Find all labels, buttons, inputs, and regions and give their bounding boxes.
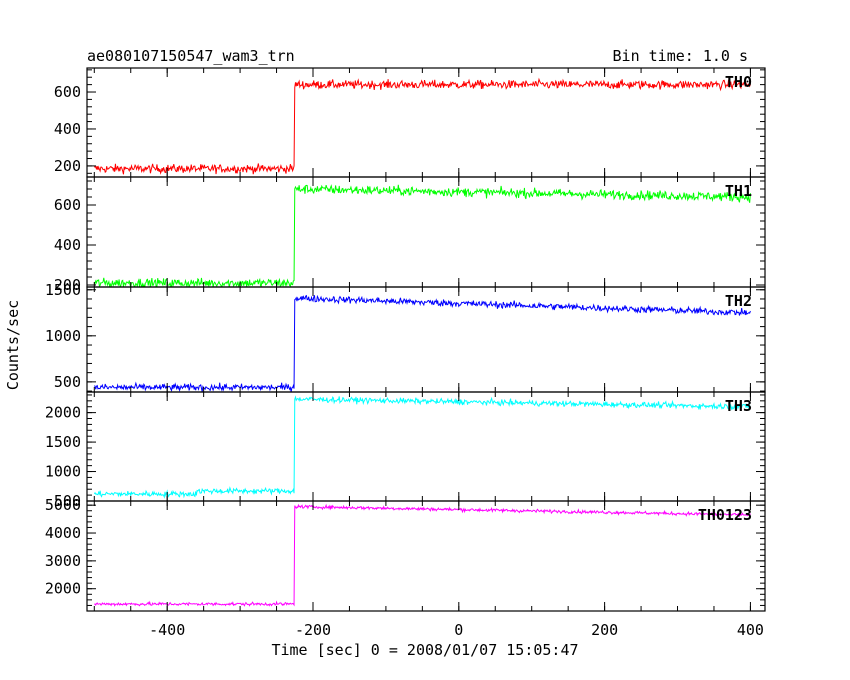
y-tick-label: 400: [54, 236, 81, 254]
y-tick-label: 1500: [45, 281, 81, 299]
panel-frame: [86, 391, 766, 502]
x-tick-label: -400: [149, 621, 185, 639]
x-tick-label: 0: [454, 621, 463, 639]
y-tick-label: 3000: [45, 552, 81, 570]
x-tick-label: 400: [737, 621, 764, 639]
y-tick-label: 2000: [45, 580, 81, 598]
panel-frame: [86, 500, 766, 612]
panel-label-th2: TH2: [725, 292, 752, 310]
y-tick-label: 2000: [45, 404, 81, 422]
y-axis-label: Counts/sec: [4, 300, 22, 390]
y-tick-label: 600: [54, 196, 81, 214]
series-line-th2: [94, 294, 751, 392]
y-tick-label: 1500: [45, 433, 81, 451]
panel-th0: 200 400 600 TH0: [54, 67, 766, 178]
y-tick-label: 5000: [45, 496, 81, 514]
panel-label-th1: TH1: [725, 182, 752, 200]
x-axis: -400 -200 0 200 400: [149, 621, 764, 639]
chart-title: ae080107150547_wam3_trn: [87, 47, 295, 65]
series-line-th3: [93, 395, 751, 499]
panel-th1: 200 400 600 TH1: [54, 176, 766, 294]
bin-time-label: Bin time: 1.0 s: [613, 47, 748, 65]
y-tick-label: 200: [54, 157, 81, 175]
x-axis-label: Time [sec] 0 = 2008/01/07 15:05:47: [271, 641, 578, 659]
series-line-th0123: [94, 503, 751, 607]
y-tick-label: 1000: [45, 327, 81, 345]
panel-label-th3: TH3: [725, 397, 752, 415]
y-tick-label: 500: [54, 492, 81, 510]
panel-th0123: 2000 3000 4000 5000 TH0123: [45, 496, 766, 612]
y-tick-label: 1000: [45, 463, 81, 481]
panel-th2: 500 1000 1500 TH2: [45, 281, 766, 393]
x-tick-label: -200: [295, 621, 331, 639]
y-tick-label: 4000: [45, 524, 81, 542]
panel-label-th0: TH0: [725, 73, 752, 91]
x-tick-label: 200: [591, 621, 618, 639]
y-tick-label: 200: [54, 276, 81, 294]
y-tick-label: 500: [54, 373, 81, 391]
panel-stack: 200400600TH0200400600TH150010001500TH250…: [45, 67, 766, 612]
y-tick-label: 600: [54, 83, 81, 101]
panel-label-th0123: TH0123: [698, 506, 752, 524]
series-line-th0: [93, 77, 751, 175]
y-tick-label: 400: [54, 120, 81, 138]
panel-th3: 500 1000 1500 2000 TH3: [45, 391, 766, 510]
series-line-th1: [93, 184, 751, 287]
